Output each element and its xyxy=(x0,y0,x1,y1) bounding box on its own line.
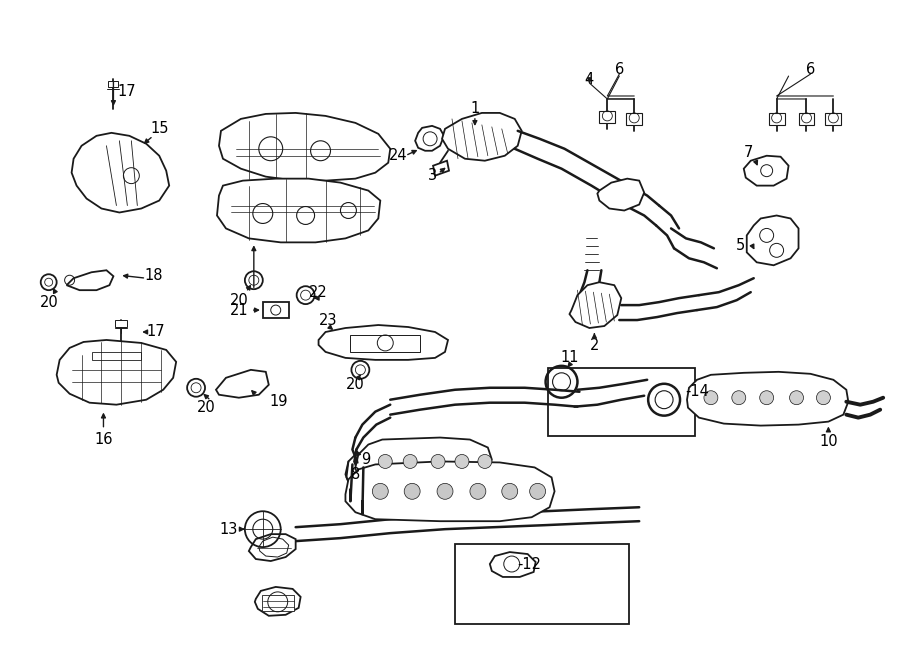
Text: 7: 7 xyxy=(744,145,753,160)
Circle shape xyxy=(431,455,445,469)
Polygon shape xyxy=(415,126,444,151)
Text: 20: 20 xyxy=(346,377,365,392)
Circle shape xyxy=(704,391,718,405)
Polygon shape xyxy=(319,325,448,360)
Polygon shape xyxy=(346,461,554,521)
Text: 6: 6 xyxy=(806,61,815,77)
Circle shape xyxy=(403,455,417,469)
Circle shape xyxy=(530,483,545,499)
Circle shape xyxy=(732,391,746,405)
Text: 15: 15 xyxy=(150,122,168,136)
Text: 13: 13 xyxy=(220,522,238,537)
Polygon shape xyxy=(92,352,141,360)
Text: 16: 16 xyxy=(94,432,112,447)
Text: 19: 19 xyxy=(269,394,288,409)
Text: 9: 9 xyxy=(361,452,370,467)
Polygon shape xyxy=(599,111,616,123)
Polygon shape xyxy=(219,113,391,180)
Circle shape xyxy=(437,483,453,499)
Polygon shape xyxy=(433,161,449,176)
Polygon shape xyxy=(442,113,522,161)
Polygon shape xyxy=(248,534,296,561)
Text: 23: 23 xyxy=(320,313,338,328)
Polygon shape xyxy=(743,156,788,186)
Polygon shape xyxy=(263,302,289,318)
Polygon shape xyxy=(259,537,289,557)
Circle shape xyxy=(789,391,804,405)
Circle shape xyxy=(378,455,392,469)
Polygon shape xyxy=(72,133,169,212)
Text: 10: 10 xyxy=(819,434,838,449)
Polygon shape xyxy=(350,335,420,352)
Text: 24: 24 xyxy=(389,148,408,163)
Polygon shape xyxy=(570,282,621,328)
Text: 5: 5 xyxy=(736,238,745,253)
Text: 17: 17 xyxy=(117,83,136,98)
Text: 8: 8 xyxy=(351,467,360,482)
Polygon shape xyxy=(825,113,842,125)
Polygon shape xyxy=(490,552,536,577)
Circle shape xyxy=(470,483,486,499)
Polygon shape xyxy=(108,81,119,87)
Text: 20: 20 xyxy=(197,400,215,415)
Text: 6: 6 xyxy=(615,61,624,77)
Polygon shape xyxy=(57,340,176,405)
Polygon shape xyxy=(598,178,644,210)
Text: 21: 21 xyxy=(230,303,248,317)
Bar xyxy=(547,368,695,436)
Text: -14: -14 xyxy=(685,384,709,399)
Circle shape xyxy=(502,483,518,499)
Text: 22: 22 xyxy=(310,285,328,299)
Bar xyxy=(455,544,629,624)
Polygon shape xyxy=(747,215,798,265)
Text: 4: 4 xyxy=(585,71,594,87)
Circle shape xyxy=(455,455,469,469)
Polygon shape xyxy=(115,320,128,327)
Circle shape xyxy=(760,391,774,405)
Polygon shape xyxy=(769,113,785,125)
Text: 20: 20 xyxy=(230,293,248,307)
Polygon shape xyxy=(67,270,113,290)
Polygon shape xyxy=(626,113,643,125)
Text: 20: 20 xyxy=(40,295,59,309)
Text: 2: 2 xyxy=(590,338,599,354)
Polygon shape xyxy=(217,178,381,243)
Polygon shape xyxy=(255,587,301,616)
Polygon shape xyxy=(798,113,814,125)
Text: 1: 1 xyxy=(471,101,480,116)
Polygon shape xyxy=(216,370,269,398)
Text: -12: -12 xyxy=(518,557,542,572)
Polygon shape xyxy=(687,372,849,426)
Text: 11: 11 xyxy=(560,350,579,366)
Circle shape xyxy=(816,391,831,405)
Circle shape xyxy=(404,483,420,499)
Text: 18: 18 xyxy=(144,268,163,283)
Circle shape xyxy=(478,455,491,469)
Text: 17: 17 xyxy=(147,325,166,340)
Text: 3: 3 xyxy=(428,168,436,183)
Polygon shape xyxy=(356,438,491,485)
Polygon shape xyxy=(262,595,293,611)
Circle shape xyxy=(373,483,388,499)
